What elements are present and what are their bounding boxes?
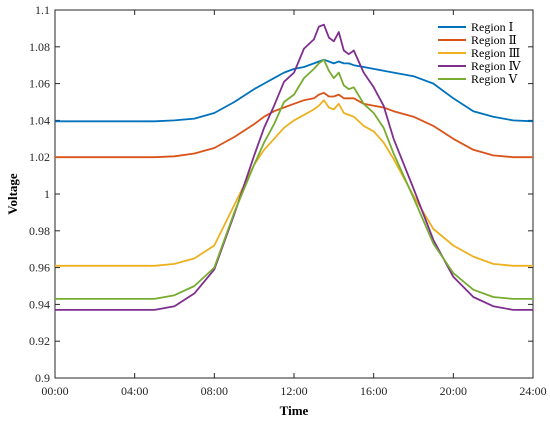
series-line-region-2 — [55, 91, 533, 159]
x-tick-label: 08:00 — [201, 384, 228, 398]
series-line-region-4 — [55, 23, 533, 311]
x-tick-label: 00:00 — [41, 384, 68, 398]
series-line-region-3 — [55, 99, 533, 267]
y-tick-label: 1.08 — [29, 40, 50, 54]
legend-label: Region Ⅳ — [471, 59, 522, 73]
y-tick-label: 1 — [44, 187, 50, 201]
x-tick-label: 20:00 — [440, 384, 467, 398]
y-tick-label: 0.96 — [29, 261, 50, 275]
y-axis-ticks: 0.9 0.92 0.94 0.96 0.98 1 1.02 1.04 1.06 1.08 1.1 — [29, 3, 533, 385]
x-tick-label: 04:00 — [121, 384, 148, 398]
x-tick-label: 12:00 — [280, 384, 307, 398]
y-tick-label: 1.06 — [29, 77, 50, 91]
y-tick-label: 1.1 — [35, 3, 50, 17]
y-tick-label: 1.04 — [29, 113, 50, 127]
legend-label: Region Ⅰ — [471, 20, 514, 34]
x-tick-label: 24:00 — [519, 384, 546, 398]
y-tick-label: 0.94 — [29, 297, 50, 311]
y-tick-label: 0.98 — [29, 224, 50, 238]
y-tick-label: 0.9 — [35, 371, 50, 385]
series-line-region-1 — [55, 58, 534, 123]
legend-label: Region Ⅱ — [471, 33, 517, 47]
y-tick-label: 1.02 — [29, 150, 50, 164]
legend-label: Region Ⅴ — [471, 72, 518, 86]
y-axis-title: Voltage — [5, 173, 20, 215]
series-layer — [55, 23, 534, 311]
legend-label: Region Ⅲ — [471, 46, 520, 60]
x-tick-label: 16:00 — [360, 384, 387, 398]
x-axis-title: Time — [280, 403, 309, 418]
y-tick-label: 0.92 — [29, 334, 50, 348]
x-axis-ticks: 00:00 04:00 08:00 12:00 16:00 20:00 24:00 — [41, 10, 547, 398]
series-line-region-5 — [55, 58, 533, 300]
